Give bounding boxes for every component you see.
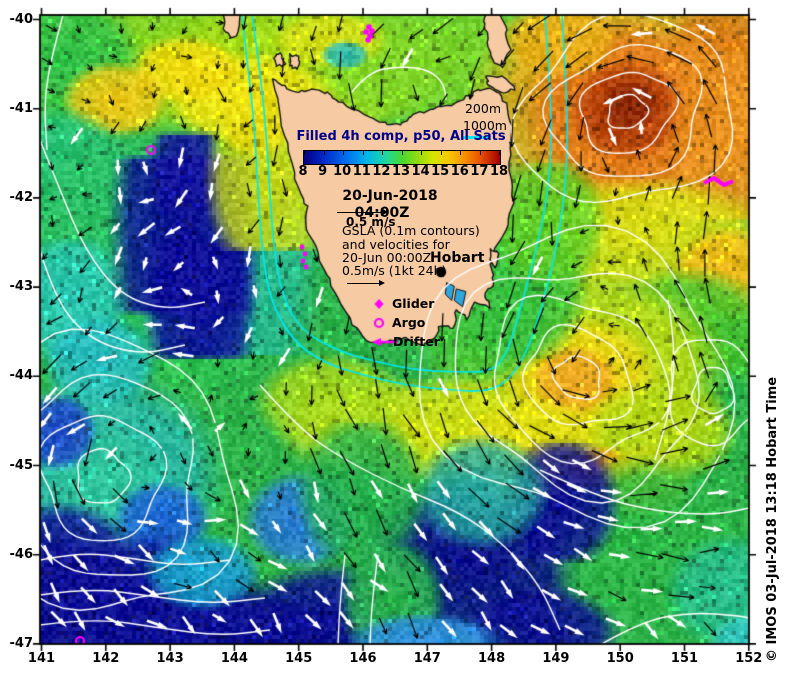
x-tick-label: 149 (542, 651, 570, 666)
colorbar-tick-value: 12 (372, 164, 391, 179)
legend-argo-label: Argo (392, 315, 426, 330)
colorbar-tick (362, 151, 364, 155)
colorbar-tick-value: 9 (318, 164, 328, 179)
x-tick-label: 144 (220, 651, 248, 666)
x-tick-label: 151 (670, 651, 699, 666)
colorbar-tick (382, 151, 383, 155)
colorbar-tick-labels: 8 9 10 11 12 13 14 15 16 17 18 (298, 164, 508, 179)
colorbar-tick (304, 151, 305, 155)
colorbar-tick-value: 15 (431, 164, 450, 179)
composite-time: 04:00Z (354, 205, 410, 221)
x-tick-label: 143 (156, 651, 184, 666)
hobart-label: Hobart (430, 250, 485, 266)
colorbar-tick (421, 151, 422, 155)
colorbar-tick-value: 10 (333, 164, 352, 179)
x-tick-label: 142 (92, 651, 120, 666)
gsla-scale-arrow-head (379, 279, 385, 286)
bathy-contour-sample-line (462, 136, 489, 139)
y-tick-label: -42 (9, 189, 34, 205)
y-tick-label: -41 (9, 100, 34, 116)
colorbar-tick (323, 151, 325, 155)
x-tick-label: 148 (478, 651, 506, 666)
colorbar-tick (479, 151, 481, 155)
colorbar-tick (440, 151, 442, 155)
y-tick-label: -45 (9, 457, 34, 473)
legend-glider-label: Glider (392, 296, 435, 311)
colorbar-tick-value: 8 (298, 164, 308, 179)
x-tick-label: 145 (285, 651, 313, 666)
gsla-line2: and velocities for (342, 237, 450, 252)
colorbar-gradient (303, 150, 501, 165)
x-tick-label: 152 (735, 651, 763, 666)
colorbar-tick-value: 16 (450, 164, 469, 179)
legend-drifter-label: Drifter (393, 334, 440, 349)
x-tick-label: 141 (27, 651, 56, 666)
y-tick-label: -40 (9, 11, 34, 27)
bathy-1000m-label: 1000m (463, 118, 507, 133)
x-tick-label: 146 (349, 651, 377, 666)
gsla-line3: 20-Jun 00:00Z (342, 250, 432, 265)
colorbar-tick (460, 151, 461, 155)
scale-arrow-bold-head (381, 208, 388, 216)
colorbar-title: Filled 4h comp, p50, All Sats (296, 129, 506, 144)
colorbar-tick-value: 13 (391, 164, 411, 179)
scale-arrow-bold (337, 212, 383, 213)
colorbar-tick (499, 151, 500, 155)
y-tick-label: -46 (9, 546, 34, 562)
y-tick-label: -43 (9, 279, 34, 295)
colorbar-tick-value: 14 (411, 164, 430, 179)
colorbar-tick-value: 18 (489, 164, 509, 179)
y-tick-label: -44 (9, 368, 34, 384)
bathy-200m-label: 200m (464, 101, 502, 116)
colorbar-tick (343, 151, 344, 155)
imos-credit: © IMOS 03-Jul-2018 13:18 Hobart Time (765, 376, 780, 662)
gsla-line1: GSLA (0.1m contours) (342, 223, 480, 238)
gsla-line4: 0.5m/s (1kt 24h) (342, 263, 447, 278)
gsla-scale-arrow (347, 283, 381, 284)
scale-speed-bold: 0.5 m/s (346, 215, 396, 229)
colorbar-tick-value: 11 (352, 164, 371, 179)
colorbar-tick (401, 151, 403, 155)
colorbar-tick-value: 17 (470, 164, 489, 179)
x-tick-label: 147 (413, 651, 441, 666)
composite-date: 20-Jun-2018 (342, 188, 438, 204)
x-tick-label: 150 (606, 651, 634, 666)
y-tick-label: -47 (9, 635, 34, 651)
